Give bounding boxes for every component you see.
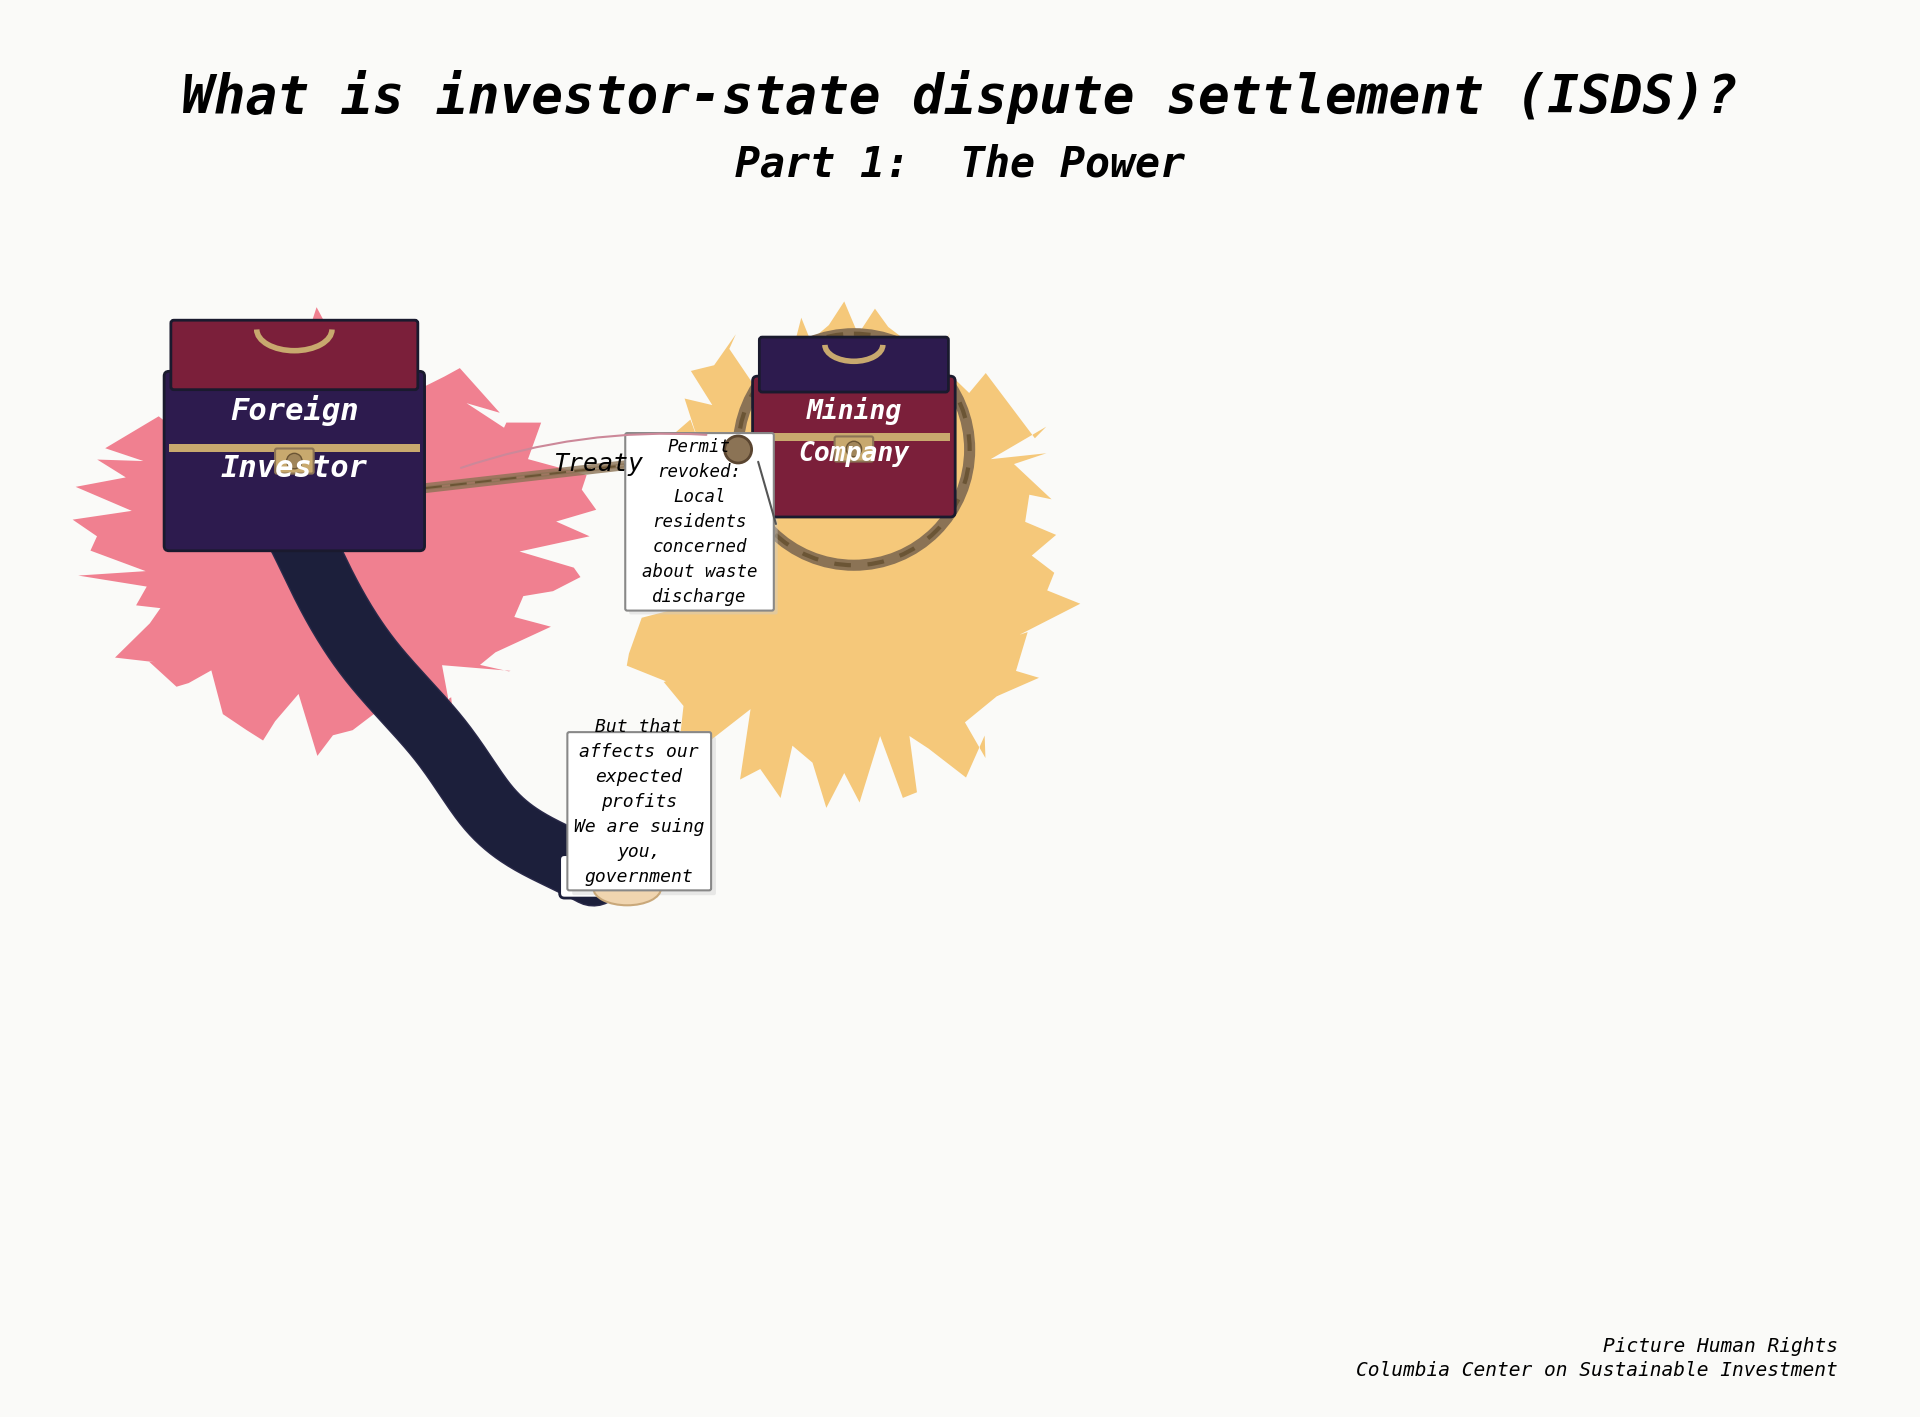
Text: Investor: Investor: [221, 455, 369, 483]
FancyBboxPatch shape: [171, 320, 419, 390]
FancyBboxPatch shape: [753, 376, 954, 517]
Text: Part 1:  The Power: Part 1: The Power: [735, 145, 1185, 186]
FancyBboxPatch shape: [630, 436, 778, 615]
Text: Columbia Center on Sustainable Investment: Columbia Center on Sustainable Investmen…: [1356, 1362, 1837, 1380]
FancyBboxPatch shape: [835, 436, 874, 462]
Text: Permit
revoked:
Local
residents
concerned
about waste
discharge: Permit revoked: Local residents concerne…: [641, 438, 756, 606]
Text: Mining: Mining: [806, 397, 902, 425]
Text: Picture Human Rights: Picture Human Rights: [1603, 1338, 1837, 1356]
Ellipse shape: [645, 850, 659, 879]
FancyBboxPatch shape: [626, 434, 774, 611]
Text: But that
affects our
expected
profits
We are suing
you,
government: But that affects our expected profits We…: [574, 717, 705, 886]
Ellipse shape: [616, 860, 630, 888]
Ellipse shape: [626, 852, 639, 881]
Bar: [756, 434, 950, 441]
FancyBboxPatch shape: [572, 737, 716, 896]
Bar: [169, 444, 420, 452]
PathPatch shape: [73, 307, 597, 755]
FancyBboxPatch shape: [758, 337, 948, 393]
FancyBboxPatch shape: [568, 733, 710, 890]
Ellipse shape: [593, 871, 660, 905]
Circle shape: [847, 441, 862, 456]
Text: Foreign: Foreign: [230, 395, 359, 427]
PathPatch shape: [626, 302, 1081, 808]
Ellipse shape: [636, 847, 649, 877]
FancyBboxPatch shape: [163, 371, 424, 551]
Text: Treaty: Treaty: [553, 452, 643, 476]
Text: What is investor-state dispute settlement (ISDS)?: What is investor-state dispute settlemen…: [182, 71, 1738, 125]
Circle shape: [724, 436, 751, 463]
FancyBboxPatch shape: [559, 854, 628, 898]
Text: Company: Company: [799, 441, 910, 468]
FancyBboxPatch shape: [275, 449, 313, 473]
Circle shape: [286, 453, 301, 469]
